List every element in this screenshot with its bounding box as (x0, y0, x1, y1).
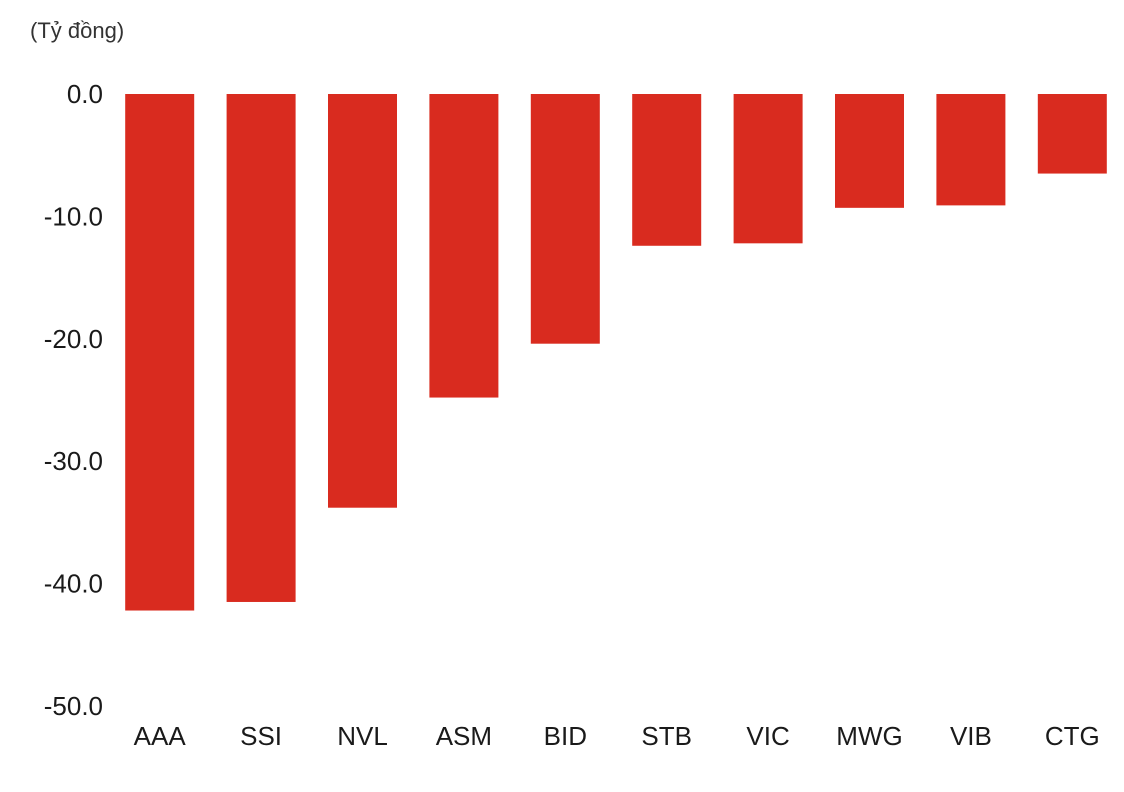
y-tick-label: -30.0 (44, 446, 103, 476)
x-tick-label: VIB (950, 721, 992, 751)
x-tick-label: NVL (337, 721, 388, 751)
unit-label: (Tỷ đồng) (30, 18, 124, 43)
bar-mwg (835, 94, 904, 208)
x-tick-label: VIC (746, 721, 789, 751)
bar-ctg (1037, 94, 1107, 174)
x-tick-label: ASM (436, 721, 492, 751)
y-tick-label: -20.0 (44, 324, 103, 354)
y-tick-label: -10.0 (44, 201, 103, 231)
x-tick-label: MWG (836, 721, 902, 751)
bar-bid (530, 94, 600, 344)
x-tick-label: SSI (240, 721, 282, 751)
y-tick-label: 0.0 (67, 79, 103, 109)
x-tick-label: STB (641, 721, 692, 751)
bar-nvl (328, 94, 397, 508)
bar-vib (936, 94, 1006, 206)
y-tick-label: -40.0 (44, 569, 103, 599)
bar-vic (733, 94, 803, 244)
bar-asm (429, 94, 499, 398)
bars (125, 94, 1107, 611)
y-axis-ticks: 0.0 -10.0 -20.0 -30.0 -40.0 -50.0 (44, 79, 103, 721)
x-tick-label: BID (544, 721, 587, 751)
x-tick-label: AAA (134, 721, 187, 751)
bar-stb (632, 94, 702, 246)
x-axis-labels: AAA SSI NVL ASM BID STB VIC MWG VIB CTG (134, 721, 1100, 751)
y-tick-label: -50.0 (44, 691, 103, 721)
x-tick-label: CTG (1045, 721, 1100, 751)
bar-aaa (125, 94, 195, 611)
bar-ssi (226, 94, 296, 602)
